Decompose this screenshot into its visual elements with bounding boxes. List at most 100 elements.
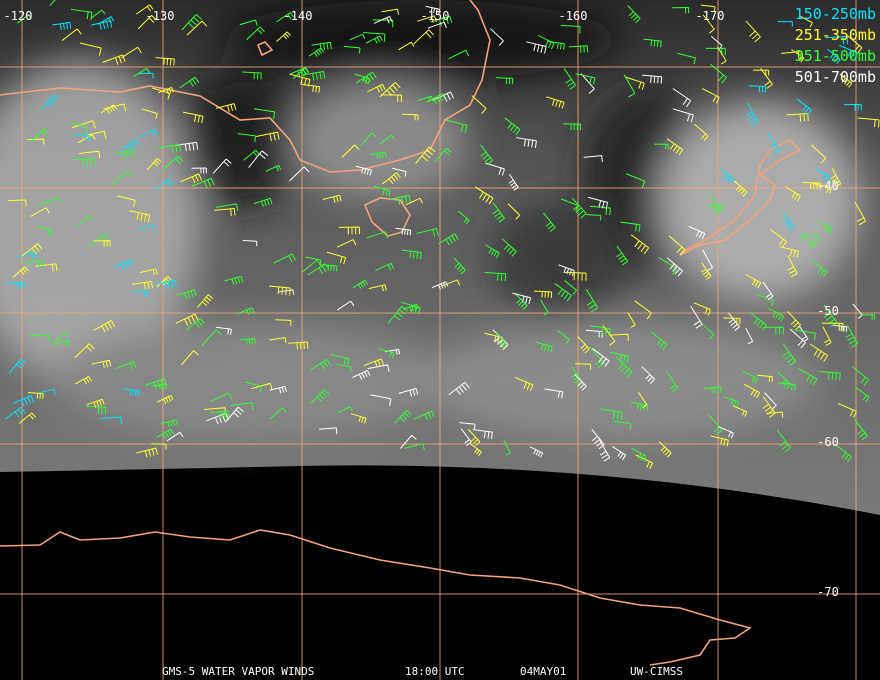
- wind-barb: [140, 268, 158, 276]
- wind-barb: [367, 83, 386, 93]
- wind-barb: [802, 181, 821, 190]
- wind-barb: [99, 416, 122, 425]
- wind-barb: [672, 88, 692, 108]
- wind-barb: [630, 401, 649, 412]
- wind-barb: [61, 28, 82, 42]
- wind-barb: [844, 103, 862, 111]
- wind-barb: [453, 257, 466, 275]
- wind-barb: [417, 15, 437, 23]
- wind-barb: [638, 392, 648, 409]
- wind-barb: [398, 41, 415, 51]
- wind-barb: [666, 138, 684, 156]
- wind-barb: [91, 359, 112, 369]
- wind-barb: [52, 331, 70, 345]
- wind-barb: [745, 102, 759, 126]
- wind-barb: [243, 149, 260, 161]
- wind-barb: [796, 98, 812, 116]
- wind-barb: [76, 215, 94, 227]
- wind-barb: [779, 246, 800, 259]
- wind-barb: [77, 134, 96, 144]
- wind-barb: [501, 238, 517, 257]
- wind-barb: [767, 133, 781, 155]
- wind-barb: [22, 259, 44, 268]
- wind-barb: [123, 388, 140, 397]
- wind-barb: [723, 317, 741, 325]
- wind-barb: [545, 96, 565, 109]
- wind-barb: [310, 359, 331, 371]
- wind-barb: [537, 34, 555, 50]
- wind-barb: [8, 358, 27, 375]
- wind-barb: [93, 240, 111, 247]
- wind-barb: [535, 341, 553, 353]
- wind-barb: [289, 73, 311, 87]
- legend-entry: 251-350mb: [795, 26, 876, 44]
- wind-barb: [210, 410, 230, 418]
- wind-barb: [337, 406, 353, 414]
- wind-barb: [276, 12, 295, 23]
- wind-barb: [710, 435, 729, 447]
- wind-barb: [472, 429, 493, 440]
- wind-barb: [181, 350, 199, 366]
- wind-barb: [239, 19, 258, 26]
- wind-barb: [508, 173, 519, 191]
- wind-barb: [782, 212, 795, 232]
- wind-barb: [778, 382, 796, 391]
- wind-barb: [392, 167, 407, 177]
- wind-barb: [115, 149, 136, 159]
- wind-barb: [373, 185, 391, 197]
- wind-barb: [111, 170, 133, 186]
- wind-barb: [577, 336, 590, 354]
- footer-product: GMS-5 WATER VAPOR WINDS: [162, 665, 314, 678]
- wind-barb: [615, 356, 633, 378]
- wind-barb: [672, 7, 690, 14]
- wind-barb: [338, 226, 360, 235]
- wind-barb: [609, 351, 629, 363]
- wind-barb: [248, 150, 269, 168]
- wind-barb: [727, 312, 740, 331]
- wind-barb: [100, 104, 118, 114]
- wind-barb: [544, 388, 564, 399]
- wind-barb: [568, 45, 589, 53]
- wind-barb: [854, 201, 867, 226]
- wind-barb: [561, 198, 579, 212]
- wind-barb: [366, 231, 389, 239]
- wind-barb: [380, 134, 395, 145]
- wind-barb: [151, 383, 168, 390]
- wind-barb: [448, 49, 470, 60]
- wind-barb: [155, 279, 177, 290]
- wind-barb: [212, 158, 232, 174]
- wind-barb: [839, 73, 853, 88]
- wind-barb: [777, 371, 791, 390]
- wind-barb: [401, 249, 422, 260]
- footer-date: 04MAY01: [520, 665, 566, 678]
- wind-barb: [641, 366, 655, 385]
- wind-barb: [401, 301, 421, 315]
- wind-barb: [373, 15, 393, 24]
- wind-barb: [693, 302, 711, 316]
- wind-barb: [507, 203, 521, 220]
- wind-barb: [448, 381, 470, 396]
- wind-barb: [276, 31, 291, 42]
- wind-barb: [116, 195, 136, 207]
- wind-barb: [798, 325, 809, 343]
- wind-barb: [354, 73, 371, 85]
- wind-barb: [157, 394, 174, 404]
- wind-barb: [471, 95, 487, 114]
- wind-barb: [355, 71, 377, 85]
- wind-barb: [256, 131, 280, 142]
- wind-barb: [363, 32, 386, 42]
- wind-barb: [152, 87, 171, 100]
- wind-barb: [36, 388, 56, 396]
- wind-barb: [73, 134, 90, 141]
- wind-barb: [330, 353, 350, 366]
- wind-barb: [839, 44, 858, 60]
- wind-barb: [337, 300, 355, 311]
- wind-barb: [355, 165, 372, 176]
- footer-source: UW-CIMSS: [630, 665, 683, 678]
- wind-barb: [585, 288, 599, 313]
- wind-barb: [599, 440, 611, 462]
- wind-barb: [529, 446, 544, 458]
- wind-barb: [764, 392, 777, 410]
- wind-barbs: [4, 0, 880, 470]
- wind-barb: [427, 21, 447, 29]
